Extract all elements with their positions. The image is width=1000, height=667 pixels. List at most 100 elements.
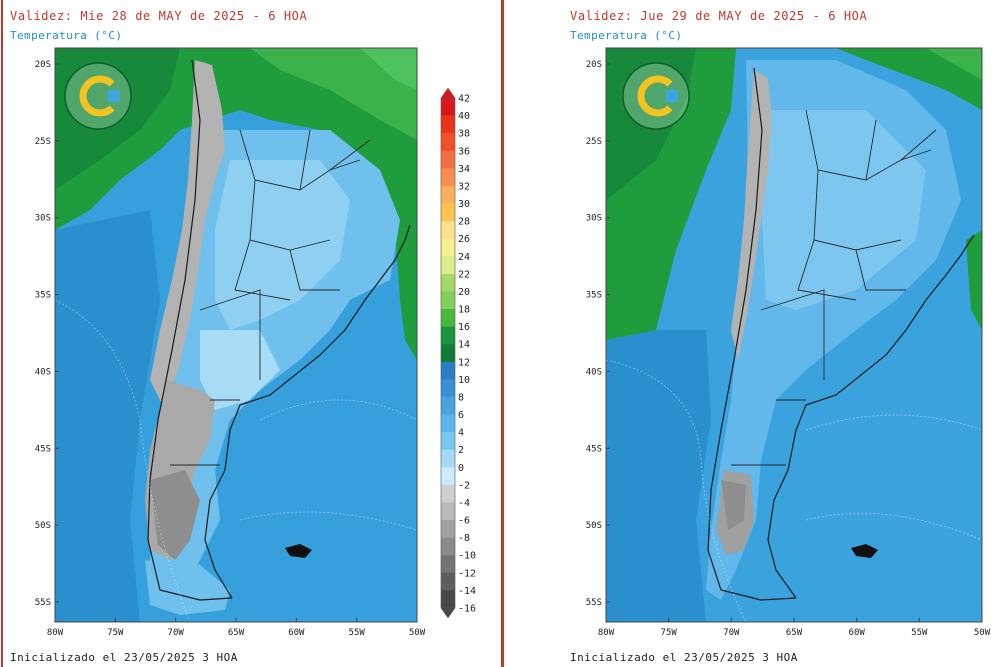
colorbar-label-21: 0 <box>458 463 464 474</box>
right-lat-label-6: 50S <box>586 521 602 531</box>
colorbar-swatch-19 <box>441 432 455 451</box>
temperature-colorbar: 424038363432302826242220181614121086420-… <box>440 87 476 619</box>
colorbar-swatch-9 <box>441 256 455 275</box>
colorbar-swatch-22 <box>441 484 455 503</box>
panel-subtitle-right: Temperatura (°C) <box>570 29 683 42</box>
left-lat-label-2: 30S <box>35 214 51 224</box>
colorbar-swatch-20 <box>441 449 455 468</box>
left-lon-label-0: 80W <box>47 628 64 638</box>
left-lon-label-3: 65W <box>228 628 245 638</box>
map-field-left <box>55 48 417 622</box>
latitude-labels-right: 20S 25S 30S 35S 40S 45S 50S 55S <box>586 60 610 608</box>
colorbar-swatch-16 <box>441 379 455 398</box>
left-lat-label-1: 25S <box>35 137 51 147</box>
colorbar-swatch-4 <box>441 168 455 187</box>
left-lat-label-0: 20S <box>35 60 51 70</box>
panel-footer-right: Inicializado el 23/05/2025 3 HOA <box>570 651 798 664</box>
colorbar-swatch-25 <box>441 537 455 556</box>
right-lon-label-5: 55W <box>911 628 928 638</box>
colorbar-label-22: -2 <box>458 480 470 491</box>
right-lon-label-3: 65W <box>786 628 803 638</box>
colorbar-label-26: -10 <box>458 551 476 562</box>
panel-title-right: Validez: Jue 29 de MAY de 2025 - 6 HOA <box>570 9 868 23</box>
left-lon-label-4: 60W <box>288 628 305 638</box>
colorbar-swatch-0 <box>441 98 455 116</box>
map-panel-right: 20S 25S 30S 35S 40S 45S 50S 55S 80W 75W 70W 65W 60W… <box>506 0 1000 667</box>
colorbar-label-2: 38 <box>458 129 470 140</box>
colorbar-swatch-21 <box>441 467 455 486</box>
right-lat-label-0: 20S <box>586 60 602 70</box>
colorbar-label-7: 28 <box>458 217 470 228</box>
temperature-map-left: 20S 25S 30S 35S 40S 45S 50S 55S 80W 75W 70W 65W 60W… <box>35 47 476 638</box>
right-lat-label-5: 45S <box>586 444 602 454</box>
colorbar-swatch-28 <box>441 590 455 609</box>
colorbar-label-3: 36 <box>458 146 470 157</box>
colorbar-label-15: 12 <box>458 357 470 368</box>
colorbar-swatch-2 <box>441 133 455 152</box>
latitude-labels-left: 20S 25S 30S 35S 40S 45S 50S 55S <box>35 60 59 608</box>
colorbar-label-12: 18 <box>458 305 470 316</box>
colorbar-swatch-26 <box>441 555 455 574</box>
left-lat-label-7: 55S <box>35 598 51 608</box>
colorbar-label-23: -4 <box>458 498 470 509</box>
smn-argentina-logo <box>622 62 690 130</box>
right-lat-label-7: 55S <box>586 598 602 608</box>
colorbar-label-8: 26 <box>458 234 470 245</box>
map-field-right <box>606 48 982 622</box>
left-lon-label-1: 75W <box>107 628 124 638</box>
colorbar-label-14: 14 <box>458 340 470 351</box>
colorbar-label-28: -14 <box>458 586 476 597</box>
left-border <box>1 0 3 667</box>
colorbar-label-19: 4 <box>458 428 464 439</box>
right-lat-label-1: 25S <box>586 137 602 147</box>
colorbar-label-24: -6 <box>458 516 470 527</box>
right-lon-label-4: 60W <box>849 628 866 638</box>
colorbar-label-17: 8 <box>458 392 464 403</box>
colorbar-label-27: -12 <box>458 568 476 579</box>
colorbar-frame <box>440 97 456 609</box>
right-lat-label-3: 35S <box>586 291 602 301</box>
colorbar-swatch-13 <box>441 326 455 345</box>
colorbar-label-0: 42 <box>458 94 470 105</box>
right-lon-label-2: 70W <box>723 628 740 638</box>
colorbar-label-29: -16 <box>458 604 476 615</box>
colorbar-swatch-10 <box>441 273 455 292</box>
colorbar-label-6: 30 <box>458 199 470 210</box>
colorbar-label-25: -8 <box>458 533 470 544</box>
left-lon-label-2: 70W <box>168 628 185 638</box>
colorbar-swatch-6 <box>441 203 455 222</box>
colorbar-swatch-1 <box>441 115 455 134</box>
left-lon-label-5: 55W <box>349 628 366 638</box>
colorbar-swatch-24 <box>441 520 455 538</box>
colorbar-swatch-17 <box>441 396 455 415</box>
panel-title-left: Validez: Mie 28 de MAY de 2025 - 6 HOA <box>10 9 308 23</box>
smn-argentina-logo <box>64 62 132 130</box>
right-lat-label-4: 40S <box>586 367 602 377</box>
colorbar-swatch-3 <box>441 150 455 169</box>
right-lon-label-0: 80W <box>598 628 615 638</box>
colorbar-label-5: 32 <box>458 181 470 192</box>
left-lat-label-5: 45S <box>35 444 51 454</box>
colorbar-label-4: 34 <box>458 164 470 175</box>
panel-footer-left: Inicializado el 23/05/2025 3 HOA <box>10 651 238 664</box>
colorbar-swatch-8 <box>441 238 455 257</box>
panel-subtitle-left: Temperatura (°C) <box>10 29 123 42</box>
right-lon-label-6: 50W <box>974 628 991 638</box>
panel-divider <box>501 0 504 667</box>
left-lat-label-3: 35S <box>35 291 51 301</box>
colorbar-label-20: 2 <box>458 445 464 456</box>
longitude-labels-left: 80W 75W 70W 65W 60W 55W 50W <box>47 618 426 638</box>
colorbar-swatch-23 <box>441 502 455 521</box>
right-lon-label-1: 75W <box>661 628 678 638</box>
colorbar-swatch-11 <box>441 291 455 310</box>
colorbar-bottom-arrow <box>440 607 456 619</box>
colorbar-top-arrow <box>440 87 456 99</box>
colorbar-label-16: 10 <box>458 375 470 386</box>
colorbar-label-13: 16 <box>458 322 470 333</box>
colorbar-swatch-14 <box>441 344 455 363</box>
map-panel-left: 20S 25S 30S 35S 40S 45S 50S 55S 80W 75W 70W 65W 60W… <box>10 9 476 664</box>
colorbar-swatch-15 <box>441 361 455 380</box>
left-lat-label-4: 40S <box>35 367 51 377</box>
colorbar-label-1: 40 <box>458 111 470 122</box>
right-lat-label-2: 30S <box>586 214 602 224</box>
